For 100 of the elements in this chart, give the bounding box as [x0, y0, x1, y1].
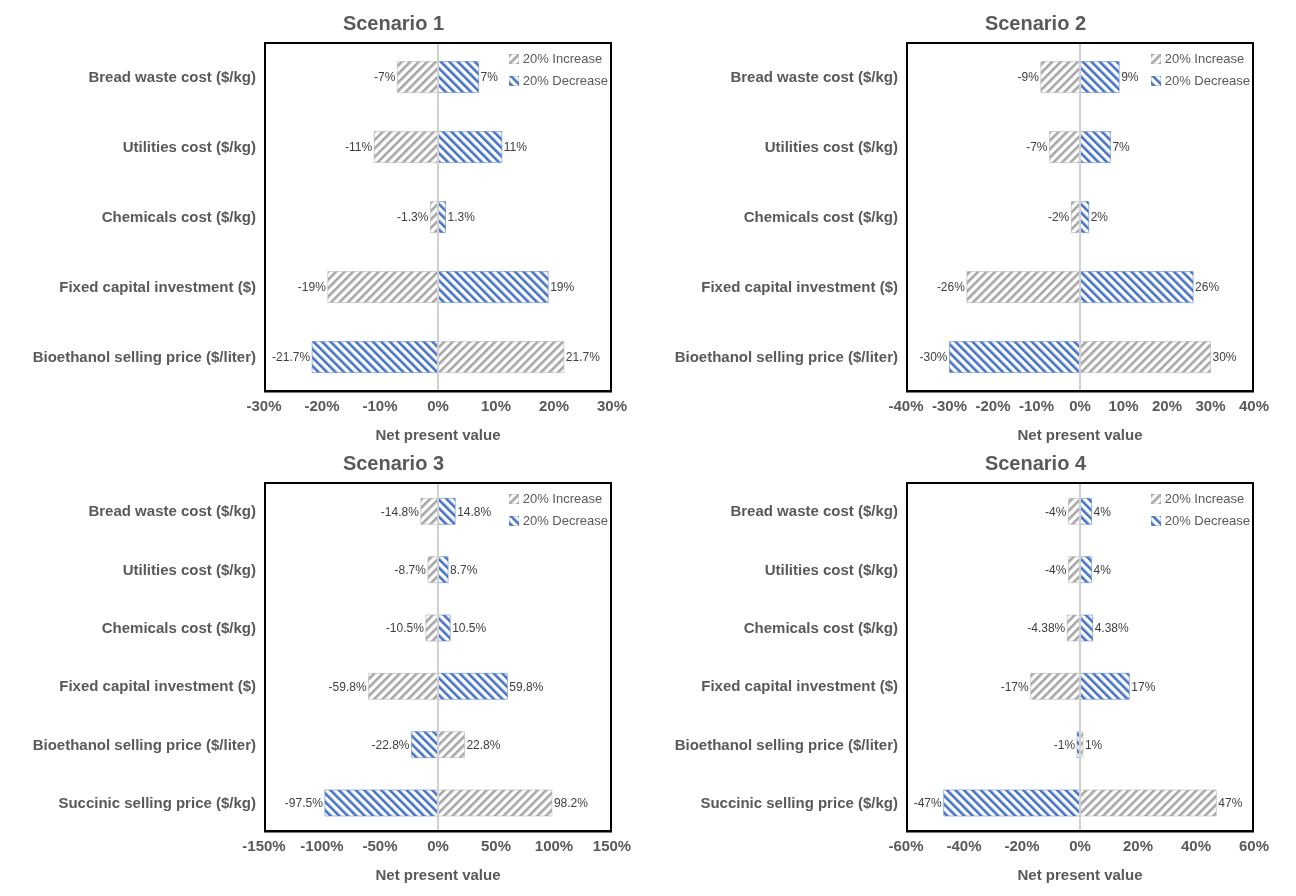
data-label: 21.7%: [565, 350, 601, 365]
data-label: -7%: [374, 70, 396, 85]
bar: [425, 614, 439, 642]
data-label: 98.2%: [553, 796, 589, 811]
x-tick-label: -20%: [1004, 836, 1040, 854]
x-tick-label: -40%: [946, 836, 982, 854]
bar: [1079, 341, 1211, 373]
bar: [368, 673, 439, 700]
x-tick-label: 40%: [1180, 836, 1212, 854]
legend-label: 20% Increase: [1164, 490, 1245, 508]
data-label: -47%: [913, 796, 943, 811]
bar: [949, 341, 1081, 373]
x-tick-label: 0%: [1069, 836, 1091, 854]
data-label: -7%: [1026, 140, 1048, 155]
x-tick-label: 0%: [427, 396, 449, 414]
bar: [437, 271, 549, 303]
x-tick-label: -20%: [304, 396, 340, 414]
data-label: 10.5%: [452, 621, 487, 636]
bar: [1068, 498, 1081, 525]
data-label: 47%: [1218, 796, 1243, 811]
x-axis-title: Net present value: [375, 866, 501, 883]
x-tick-label: 20%: [1122, 836, 1154, 854]
x-tick-label: -20%: [975, 396, 1011, 414]
data-label: 26%: [1195, 280, 1220, 295]
bar: [437, 556, 449, 583]
x-tick-label: -50%: [362, 836, 398, 854]
y-tick-label: Bread waste cost ($/kg): [730, 68, 898, 86]
data-label: -97.5%: [284, 796, 324, 811]
bar: [1068, 556, 1081, 583]
x-tick-label: -150%: [242, 836, 286, 854]
data-label: -26%: [936, 280, 966, 295]
bar: [1040, 61, 1081, 93]
x-tick-label: 10%: [480, 396, 512, 414]
y-tick-label: Chemicals cost ($/kg): [101, 619, 256, 637]
x-tick-label: 30%: [596, 396, 628, 414]
bar: [437, 614, 451, 642]
y-tick-label: Fixed capital investment ($): [701, 677, 898, 695]
chart-title: Scenario 3: [341, 451, 446, 476]
data-label: -4.38%: [1027, 621, 1066, 636]
x-tick-label: -30%: [931, 396, 968, 414]
bar: [324, 789, 439, 817]
bar: [1030, 673, 1081, 700]
y-tick-label: Utilities cost ($/kg): [122, 560, 256, 578]
data-label: 9%: [1121, 70, 1139, 85]
bar: [411, 731, 439, 758]
bar: [437, 341, 565, 373]
legend-label: 20% Decrease: [1164, 72, 1250, 90]
x-tick-label: 30%: [1195, 396, 1226, 414]
bar: [966, 271, 1081, 303]
bar: [437, 131, 503, 163]
y-tick-label: Chemicals cost ($/kg): [743, 619, 898, 637]
bar: [420, 498, 439, 525]
y-tick-label: Chemicals cost ($/kg): [101, 208, 256, 226]
y-tick-label: Utilities cost ($/kg): [764, 560, 898, 578]
bar: [1079, 498, 1092, 525]
x-tick-label: -40%: [888, 396, 924, 414]
bar: [397, 61, 439, 93]
bar: [1079, 614, 1093, 642]
x-axis-title: Net present value: [375, 426, 501, 443]
bar: [437, 498, 456, 525]
data-label: -1.3%: [397, 210, 429, 225]
x-tick-label: -10%: [1018, 396, 1055, 414]
data-label: 30%: [1212, 350, 1237, 365]
chart-title: Scenario 4: [983, 451, 1088, 476]
x-tick-label: 10%: [1108, 396, 1139, 414]
x-tick-label: 150%: [592, 836, 632, 854]
legend-label: 20% Increase: [522, 50, 603, 68]
legend-label: 20% Increase: [522, 490, 603, 508]
x-tick-label: 20%: [538, 396, 570, 414]
data-label: 14.8%: [457, 504, 492, 519]
data-label: 2%: [1090, 210, 1109, 225]
data-label: 19%: [550, 280, 575, 295]
y-tick-label: Fixed capital investment ($): [701, 278, 898, 296]
chart-title: Scenario 1: [341, 11, 446, 36]
bar: [1049, 131, 1081, 163]
x-tick-label: 20%: [1151, 396, 1183, 414]
y-tick-label: Bread waste cost ($/kg): [730, 502, 898, 520]
data-label: -4%: [1045, 504, 1067, 519]
data-label: 1.3%: [447, 210, 476, 225]
y-tick-label: Bioethanol selling price ($/liter): [674, 735, 898, 753]
legend-label: 20% Increase: [1164, 50, 1245, 68]
data-label: 4.38%: [1094, 621, 1130, 636]
x-tick-label: -100%: [300, 836, 344, 854]
data-label: 17%: [1131, 679, 1156, 694]
x-tick-label: 60%: [1238, 836, 1270, 854]
data-label: -4%: [1045, 562, 1067, 577]
y-tick-label: Succinic selling price ($/kg): [58, 794, 256, 812]
data-label: 4%: [1093, 504, 1112, 519]
data-label: -1%: [1053, 737, 1076, 752]
x-tick-label: 50%: [480, 836, 512, 854]
data-label: 7%: [1112, 140, 1131, 155]
bar: [327, 271, 439, 303]
data-label: -30%: [919, 350, 948, 365]
data-label: 59.8%: [509, 679, 544, 694]
data-label: 11%: [503, 140, 528, 155]
bar: [437, 789, 553, 817]
x-tick-label: -10%: [362, 396, 398, 414]
data-label: -21.7%: [272, 350, 311, 365]
y-tick-label: Utilities cost ($/kg): [764, 138, 898, 156]
bar: [427, 556, 439, 583]
